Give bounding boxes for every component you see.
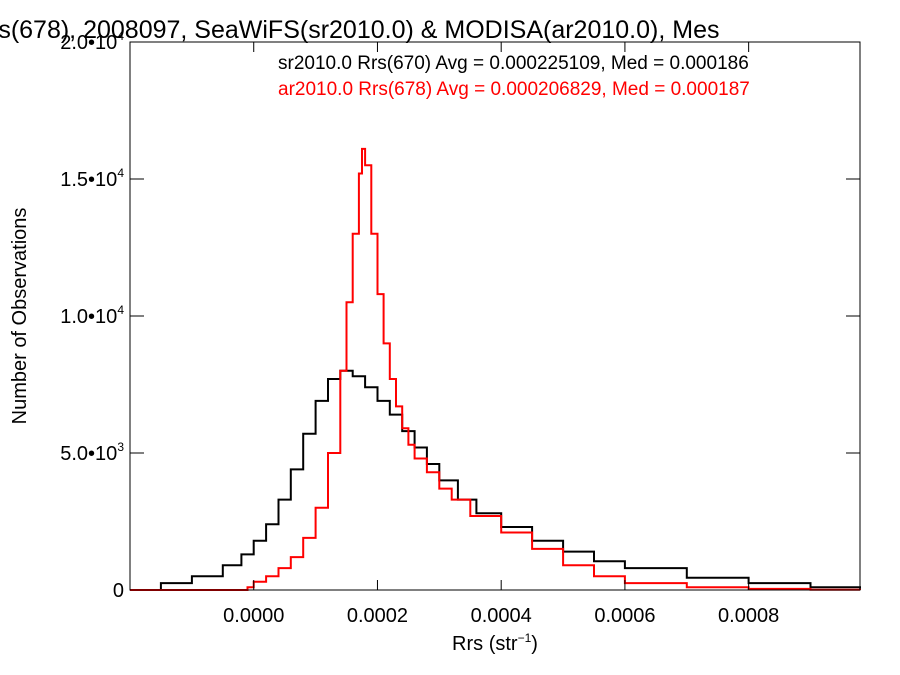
x-axis-label-base: Rrs (str [452,633,518,655]
x-axis-label: Rrs (str−1) [452,631,538,655]
x-tick-label-4: 0.0008 [718,605,779,627]
series-layer [130,147,861,591]
y-tick-label-4: 2.0•104 [60,29,124,54]
x-tick-label-3: 0.0006 [594,605,655,627]
x-tick-label-0: 0.0000 [223,605,284,627]
annotation-ar2010: ar2010.0 Rrs(678) Avg = 0.000206829, Med… [278,79,750,100]
y-tick-label-2: 1.0•104 [60,303,124,328]
y-tick-label-1: 5.0•103 [60,440,124,465]
plot-frame [129,41,861,591]
annotation-sr2010: sr2010.0 Rrs(670) Avg = 0.000225109, Med… [278,53,749,74]
x-axis-label-sup: −1 [518,631,532,645]
series-line-1 [130,147,861,591]
series-line-0 [130,369,861,591]
x-tick-label-2: 0.0004 [471,605,532,627]
x-tick-label-1: 0.0002 [347,605,408,627]
y-tick-label-0: 0 [113,580,124,602]
chart-title: rs(678), 2008097, SeaWiFS(sr2010.0) & MO… [0,16,719,44]
y-tick-label-3: 1.5•104 [60,166,124,191]
x-axis-label-tail: ) [531,633,538,655]
tick-layer: 0.0000 0.0002 0.0004 0.0006 0.0008 0 5.0•103 1.… [60,29,860,627]
y-axis-label: Number of Observations [9,208,31,425]
